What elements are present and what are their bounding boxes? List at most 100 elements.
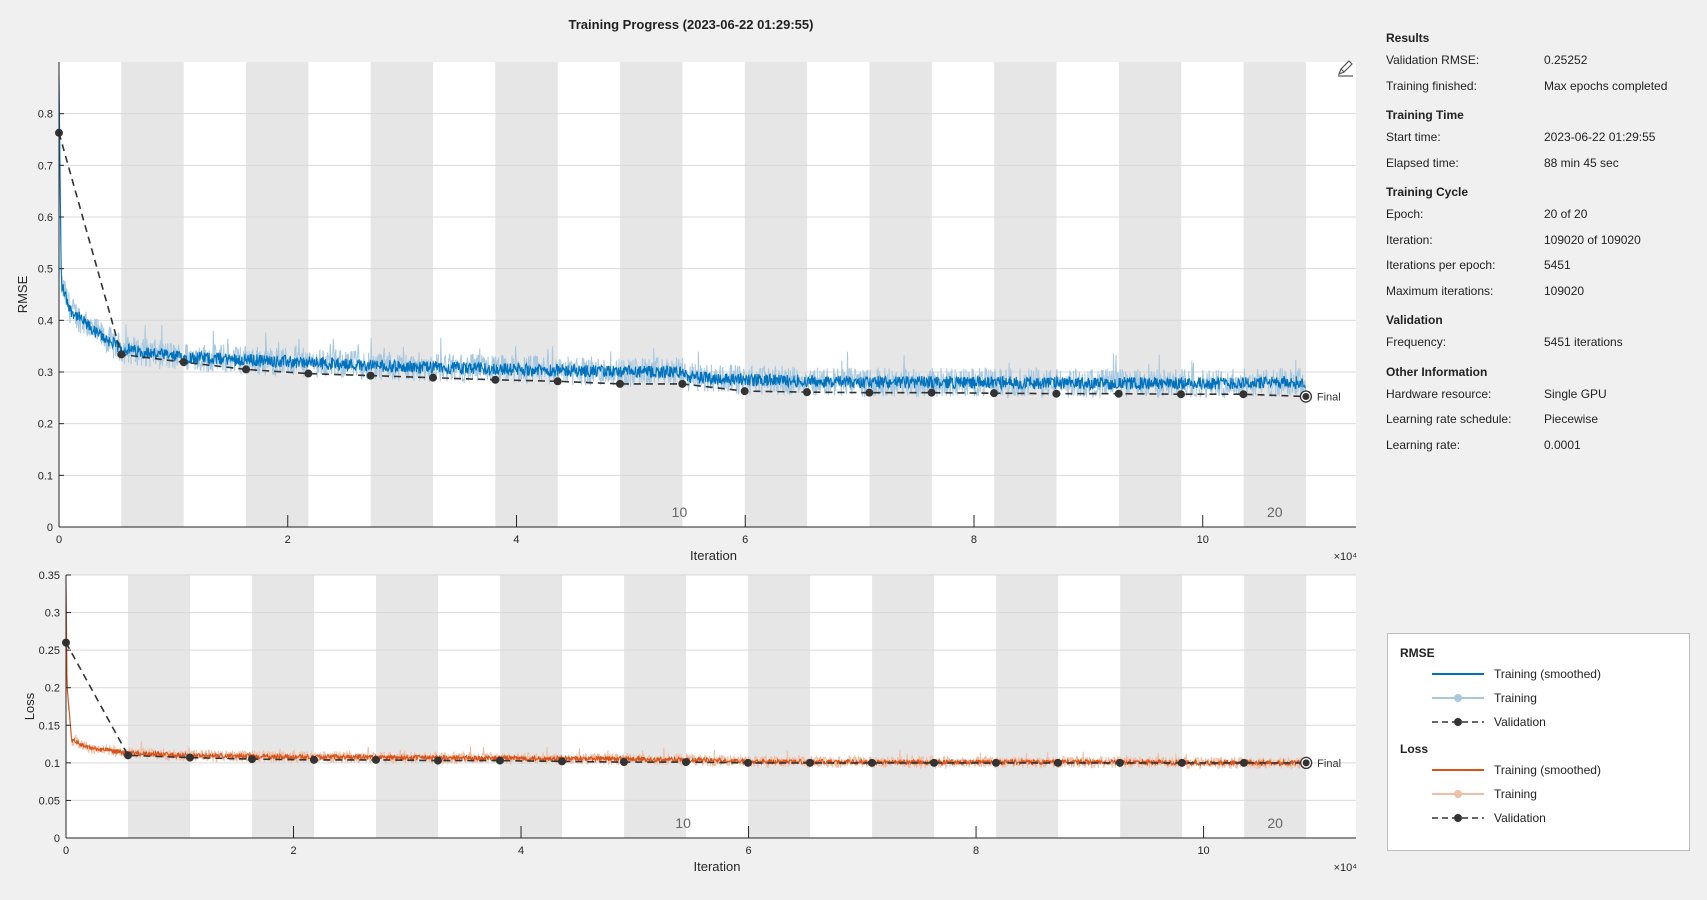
rmse-x-tick-label: 6 [742,534,748,546]
rmse-y-tick-label: 0.1 [38,470,53,482]
loss-validation-point [743,758,752,767]
plot-title: Training Progress (2023-06-22 01:29:55) [569,17,814,32]
rmse-x-exponent: ×10⁴ [1334,551,1358,563]
loss-epoch-band [872,575,935,838]
rmse-y-tick-label: 0.6 [38,212,53,224]
loss-epoch-band [996,575,1059,838]
loss-validation-point [1115,758,1124,767]
rmse-epoch-label: 10 [672,504,688,520]
loss-validation-point [495,756,504,765]
rmse-epoch-band [620,62,683,527]
info-key: Hardware resource: [1386,386,1492,401]
info-key: Epoch: [1386,207,1424,221]
rmse-validation-point [1114,389,1123,398]
rmse-validation-point [1052,389,1061,398]
legend-marker [1454,694,1462,702]
legend-swatch [1432,790,1484,798]
loss-epoch-band [252,575,315,838]
legend-swatch [1432,673,1484,675]
info-value: Piecewise [1544,412,1599,426]
info-value: 20 of 20 [1544,207,1588,221]
loss-validation-point [309,755,318,764]
legend-label: Validation [1494,715,1546,729]
loss-validation-point [929,758,938,767]
rmse-validation-point [927,388,936,397]
loss-epoch-band [1244,575,1307,838]
rmse-x-tick-label: 10 [1197,534,1209,546]
info-key: Learning rate: [1386,437,1461,452]
rmse-validation-point [803,388,812,397]
legend-label: Training (smoothed) [1494,763,1601,777]
rmse-validation-point [740,387,749,396]
info-key: Training finished: [1386,78,1477,93]
info-value: 0.25252 [1544,53,1588,67]
rmse-validation-point [242,365,251,374]
loss-validation-point [619,758,628,767]
loss-epoch-band [1120,575,1183,838]
training-plots: Training Progress (2023-06-22 01:29:55) 1… [15,17,1358,874]
info-row: Elapsed time: 88 min 45 sec [1386,151,1667,177]
info-value: 88 min 45 sec [1544,155,1619,170]
loss-x-tick-label: 4 [518,845,524,857]
loss-epoch-band [748,575,811,838]
rmse-epoch-band [246,62,309,527]
pencil-icon[interactable] [1337,60,1353,77]
loss-x-tick-label: 0 [63,845,69,857]
rmse-epoch-band [370,62,434,527]
info-section-title: Results [1386,31,1430,45]
legend-group-title: Loss [1400,742,1429,756]
legend-marker [1454,790,1462,798]
info-section-title: Training Cycle [1386,185,1469,199]
legend-label: Training [1494,787,1537,801]
info-row: Learning rate schedule: Piecewise [1386,407,1667,433]
info-value: 109020 of 109020 [1544,232,1641,247]
rmse-x-label: Iteration [690,548,737,563]
loss-validation-point [433,756,442,765]
rmse-y-tick-label: 0.7 [38,160,53,172]
info-row: Iteration: 109020 of 109020 [1386,228,1667,254]
rmse-axes: 10 20 Final 0 2 4 6 8 10 0 0.1 0.2 0.3 0.4 0.5 0.6 0.7 0.… [15,62,1357,563]
loss-y-tick-label: 0.25 [39,645,60,657]
loss-x-exponent: ×10⁴ [1334,862,1358,874]
legend-label: Validation [1494,811,1546,825]
training-info-panel: Results Validation RMSE: 0.25252 Training f… [1386,22,1667,458]
info-key: Maximum iterations: [1386,283,1494,298]
rmse-validation-point [553,377,562,386]
rmse-x-tick-label: 0 [56,534,62,546]
rmse-validation-point [117,350,126,359]
loss-validation-point [371,755,380,764]
rmse-training-smoothed-line [58,75,1306,392]
info-value: 5451 [1544,258,1571,272]
rmse-y-tick-label: 0.2 [38,419,53,431]
info-key: Iterations per epoch: [1386,258,1496,272]
loss-epoch-label: 20 [1267,815,1283,831]
loss-validation-point [681,758,690,767]
loss-epoch-band [500,575,563,838]
loss-epoch-band [624,575,687,838]
loss-epoch-band [128,575,191,838]
legend-label: Training [1494,691,1537,705]
loss-epoch-band [376,575,439,838]
rmse-epoch-band [744,62,808,527]
legend-swatch [1432,718,1484,726]
legend-label: Training (smoothed) [1494,667,1601,681]
loss-x-label: Iteration [694,859,741,874]
loss-validation-point [1177,758,1186,767]
rmse-validation-point [1239,390,1248,399]
legend-swatch [1432,814,1484,822]
info-key: Start time: [1386,130,1441,144]
legend-item: Training [1430,688,1537,708]
rmse-validation-point [990,389,999,398]
info-value: Single GPU [1544,386,1607,401]
info-key: Elapsed time: [1386,155,1459,170]
loss-final-marker [1302,759,1310,767]
loss-y-tick-label: 0 [54,833,60,845]
loss-y-label: Loss [22,692,37,720]
loss-x-tick-label: 10 [1197,845,1209,857]
info-row: Epoch: 20 of 20 [1386,202,1667,228]
rmse-y-tick-label: 0.4 [38,315,53,327]
loss-x-tick-label: 8 [973,845,979,857]
info-value: 5451 iterations [1544,335,1623,349]
legend-swatch [1432,769,1484,771]
info-key: Learning rate schedule: [1386,412,1512,426]
